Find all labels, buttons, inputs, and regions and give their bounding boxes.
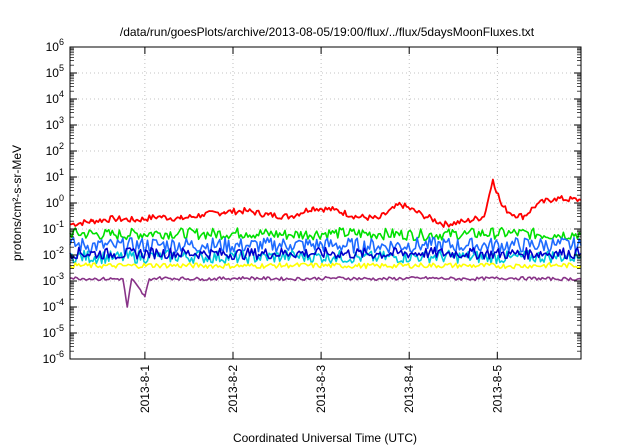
y-tick-label: 100 bbox=[46, 193, 64, 210]
x-axis-label: Coordinated Universal Time (UTC) bbox=[233, 431, 417, 445]
series-line bbox=[69, 236, 582, 255]
series-line bbox=[69, 262, 582, 270]
y-tick-label: 102 bbox=[46, 141, 64, 158]
x-tick-label: 2013-8-3 bbox=[314, 365, 328, 413]
x-axis: 2013-8-1 2013-8-2 2013-8-3 2013-8-4 2013-8-5 bbox=[138, 47, 504, 413]
y-tick-label: 10-1 bbox=[43, 219, 64, 236]
y-tick-label: 10-4 bbox=[43, 297, 64, 314]
y-tick-label: 10-6 bbox=[43, 349, 64, 366]
series-line bbox=[69, 178, 582, 228]
x-tick-label: 2013-8-2 bbox=[226, 365, 240, 413]
series-group bbox=[69, 178, 582, 308]
y-tick-label: 106 bbox=[46, 37, 64, 54]
grid bbox=[70, 47, 581, 359]
y-tick-label: 10-5 bbox=[43, 323, 64, 340]
y-tick-label: 103 bbox=[46, 115, 64, 132]
y-tick-label: 101 bbox=[46, 167, 64, 184]
y-tick-label: 105 bbox=[46, 63, 64, 80]
y-tick-label: 10-3 bbox=[43, 271, 64, 288]
y-tick-label: 104 bbox=[46, 89, 64, 106]
y-tick-label: 10-2 bbox=[43, 245, 64, 262]
chart-title: /data/run/goesPlots/archive/2013-08-05/1… bbox=[120, 25, 535, 39]
series-line bbox=[69, 246, 582, 261]
series-line bbox=[69, 275, 582, 308]
x-tick-label: 2013-8-4 bbox=[402, 365, 416, 413]
y-axis-label: protons/cm²-s-sr-MeV bbox=[10, 145, 24, 261]
x-tick-label: 2013-8-1 bbox=[138, 365, 152, 413]
series-line bbox=[69, 226, 582, 242]
x-tick-label: 2013-8-5 bbox=[490, 365, 504, 413]
